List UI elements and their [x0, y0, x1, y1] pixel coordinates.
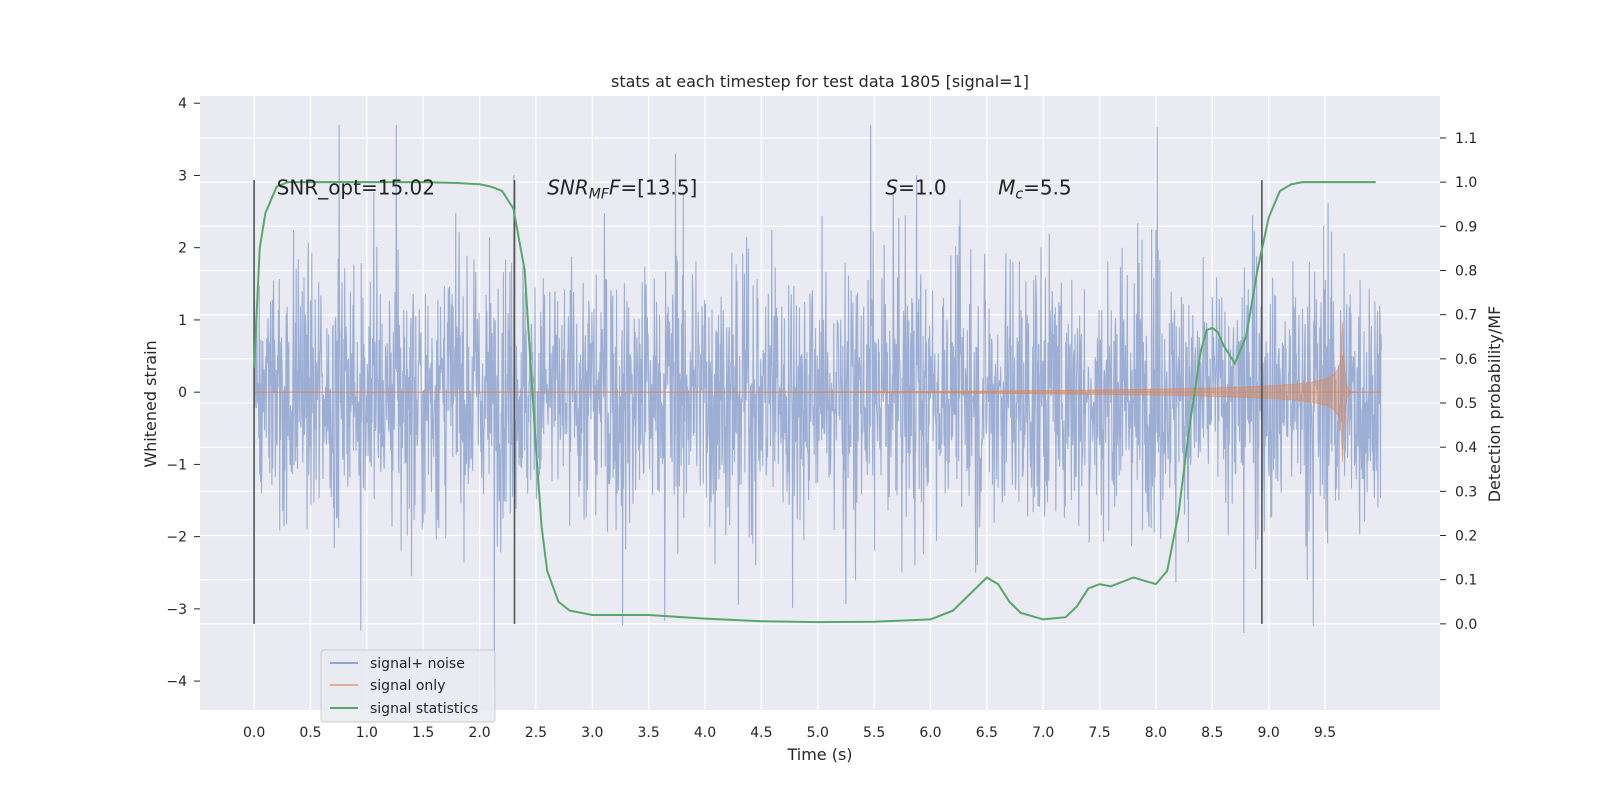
annotation-value: =[13.5] — [620, 175, 697, 199]
series-signal-statistics — [253, 181, 1376, 624]
y-axis-label: Whitened strain — [141, 340, 160, 467]
annotation: S=1.0 — [885, 175, 946, 199]
x-axis-label: Time (s) — [786, 745, 852, 764]
annotation-value: =5.5 — [1023, 175, 1072, 199]
x-tick-label: 4.5 — [750, 725, 772, 741]
legend-label-signal-statistics: signal statistics — [370, 701, 478, 717]
y2-tick-label: 0.7 — [1455, 308, 1477, 324]
y-tick-label: −3 — [166, 602, 187, 618]
y-tick-label: 1 — [178, 313, 187, 329]
x-tick-label: 0.5 — [299, 725, 321, 741]
x-tick-label: 5.5 — [863, 725, 885, 741]
x-tick-label: 0.0 — [243, 725, 265, 741]
y2-tick-label: 0.1 — [1455, 573, 1477, 589]
y2-tick-label: 0.4 — [1455, 440, 1477, 456]
annotation-text: M — [998, 175, 1015, 199]
y-tick-label: −2 — [166, 530, 187, 546]
legend: signal+ noise signal only signal statist… — [320, 649, 496, 723]
x-tick-label: 9.5 — [1314, 725, 1336, 741]
x-tick-label: 3.5 — [638, 725, 660, 741]
legend-box — [320, 649, 496, 723]
y-tick-labels: 4 3 2 1 0 −1 −2 −3 −4 — [166, 96, 200, 690]
x-tick-label: 3.0 — [581, 725, 603, 741]
x-tick-label: 2.5 — [525, 725, 547, 741]
annotation-value: =1.0 — [898, 175, 947, 199]
series-signal-noise — [253, 124, 1382, 688]
y2-tick-label: 1.0 — [1455, 175, 1477, 191]
x-tick-label: 8.5 — [1201, 725, 1223, 741]
legend-label-signal-noise: signal+ noise — [370, 656, 465, 672]
y-tick-label: −4 — [166, 674, 187, 690]
chart-title: stats at each timestep for test data 180… — [611, 72, 1029, 91]
y2-tick-label: 0.6 — [1455, 352, 1477, 368]
x-tick-labels: 0.0 0.5 1.0 1.5 2.0 2.5 3.0 3.5 4.0 4.5 5.0 5.5 6.0 6… — [243, 725, 1336, 741]
signal-statistics-line — [253, 181, 1376, 624]
signal-noise-line — [253, 124, 1382, 688]
x-tick-label: 7.0 — [1032, 725, 1054, 741]
annotation-text: SNR — [547, 175, 589, 199]
x-tick-label: 6.5 — [976, 725, 998, 741]
annotation-text: SNR_opt=15.02 — [277, 175, 435, 199]
y-tick-label: 2 — [178, 241, 187, 257]
y-tick-label: 0 — [178, 385, 187, 401]
y2-tick-label: 0.9 — [1455, 219, 1477, 235]
y2-tick-label: 0.5 — [1455, 396, 1477, 412]
x-tick-label: 4.0 — [694, 725, 716, 741]
x-tick-label: 1.5 — [412, 725, 434, 741]
y2-tick-label: 1.1 — [1455, 131, 1477, 147]
legend-label-signal-only: signal only — [370, 678, 445, 694]
y-tick-label: 3 — [178, 168, 187, 184]
y2-tick-label: 0.8 — [1455, 263, 1477, 279]
series-signal-only — [254, 322, 1382, 463]
x-tick-label: 5.0 — [807, 725, 829, 741]
y2-tick-label: 0.0 — [1455, 617, 1477, 633]
x-tick-label: 7.5 — [1088, 725, 1110, 741]
annotation: SNR_opt=15.02 — [277, 175, 435, 199]
annotations: SNR_opt=15.02 SNRMFF=[13.5] S=1.0 Mc=5.5 — [277, 175, 1072, 202]
x-tick-label: 8.0 — [1145, 725, 1167, 741]
y-tick-label: −1 — [166, 457, 187, 473]
y2-tick-label: 0.3 — [1455, 484, 1477, 500]
y2-tick-labels: 1.1 1.0 0.9 0.8 0.7 0.6 0.5 0.4 0.3 0.2 0.1 0.0 — [1440, 131, 1477, 633]
y2-axis-label: Detection probability/MF — [1485, 306, 1504, 503]
annotation-text: S — [885, 175, 898, 199]
annotation: SNRMFF=[13.5] — [547, 175, 697, 202]
annotation-f: F — [609, 175, 621, 199]
x-tick-label: 1.0 — [356, 725, 378, 741]
annotation-subscript: MF — [589, 186, 610, 202]
y-tick-label: 4 — [178, 96, 187, 112]
annotation: Mc=5.5 — [998, 175, 1072, 202]
annotation-subscript: c — [1015, 186, 1023, 202]
y2-tick-label: 0.2 — [1455, 529, 1477, 545]
x-tick-label: 9.0 — [1258, 725, 1280, 741]
x-tick-label: 2.0 — [468, 725, 490, 741]
x-tick-label: 6.0 — [919, 725, 941, 741]
